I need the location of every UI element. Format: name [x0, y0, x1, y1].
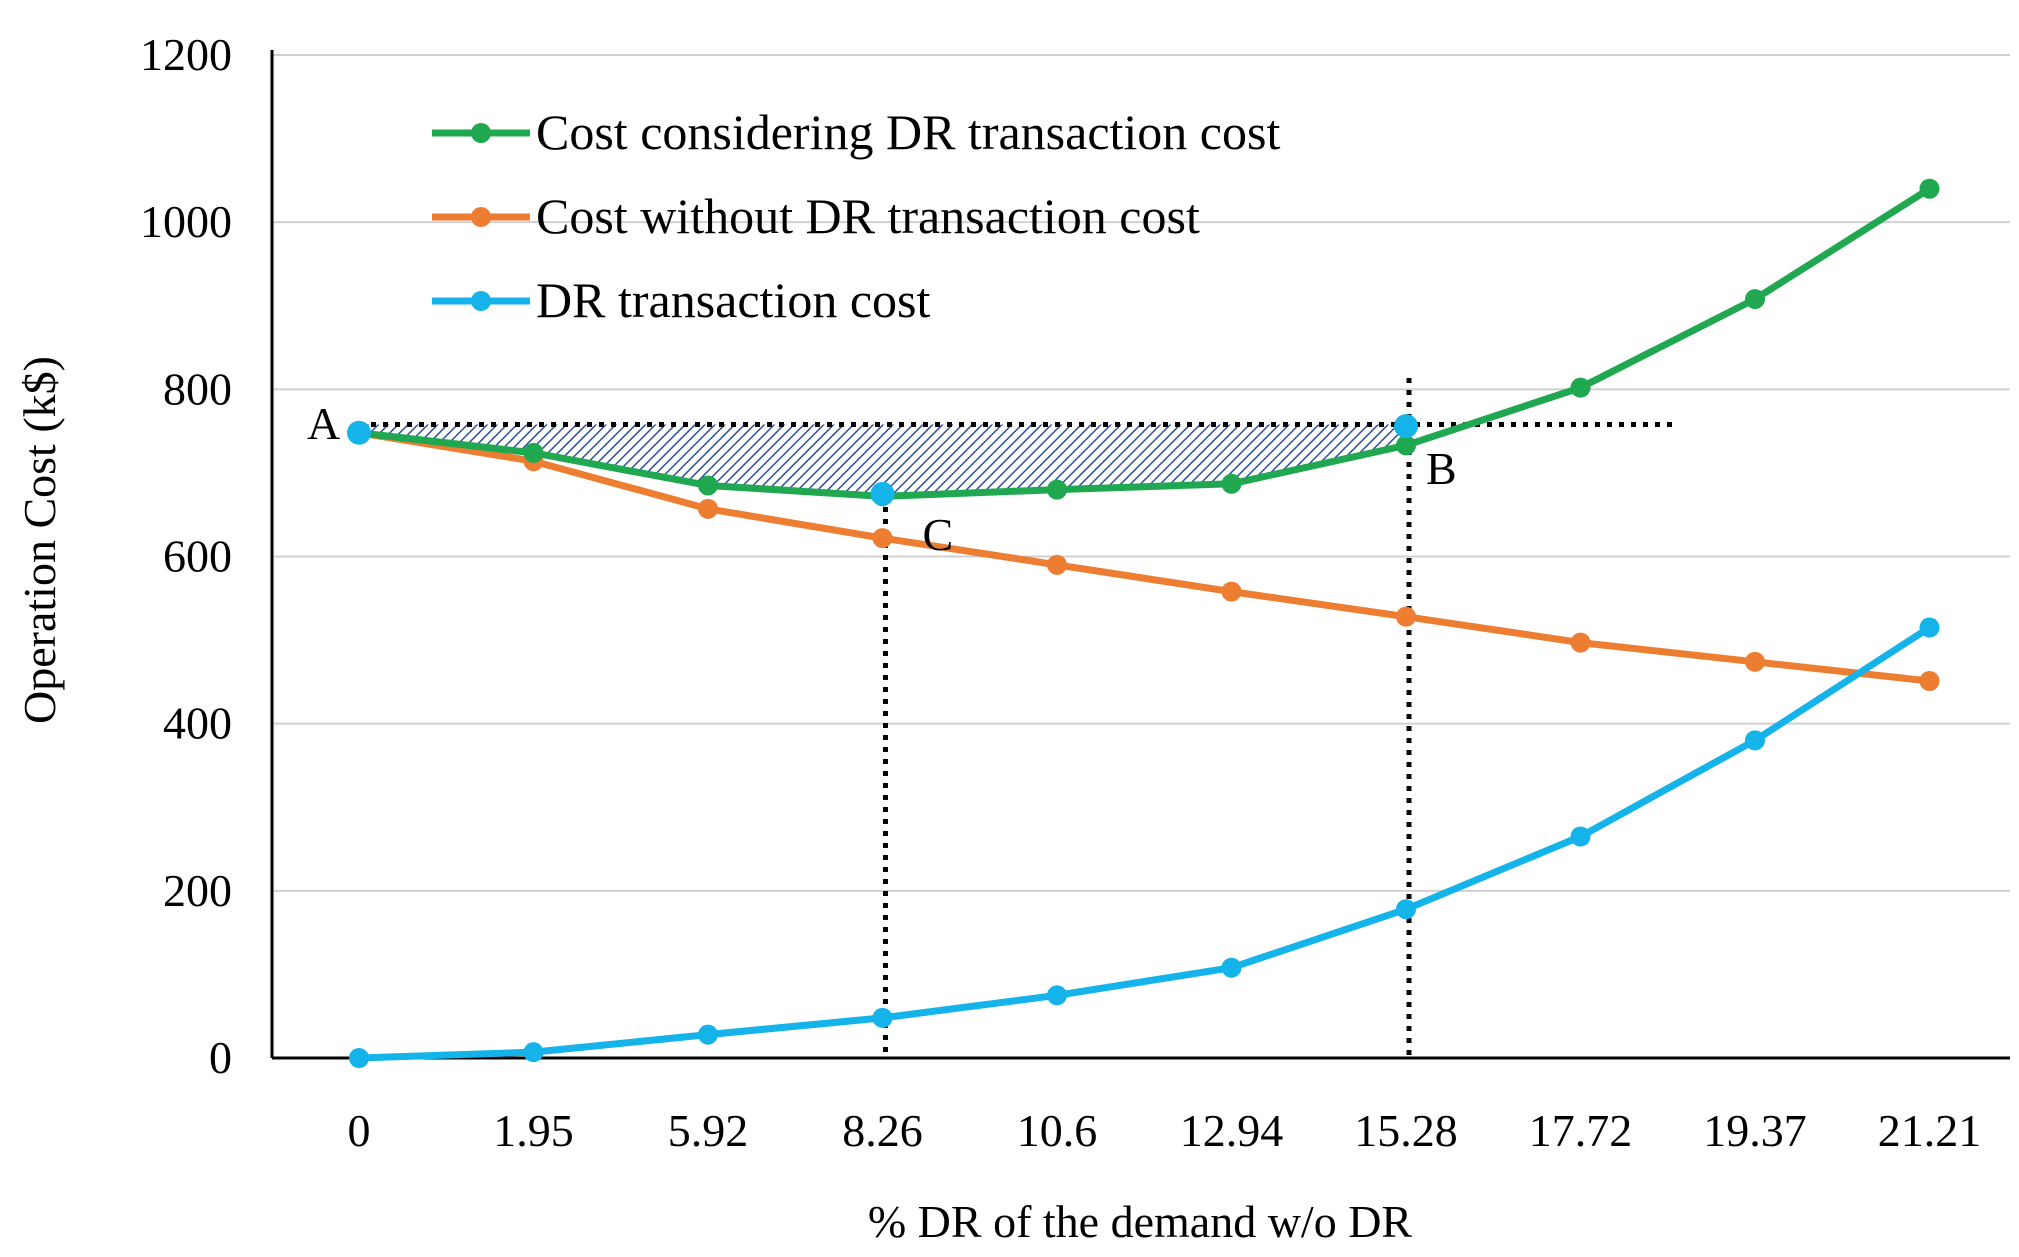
annotation-point-a: [347, 420, 371, 445]
series-line-cost-considering-dr-transaction-cost: [358, 185, 1932, 500]
data-point-cost-without-dr-transaction-cost: [872, 528, 893, 549]
annotation-point-b: [1394, 414, 1418, 439]
x-tick-label: 1.95: [493, 1105, 574, 1156]
series-line-cost-without-dr-transaction-cost: [358, 429, 1930, 685]
reference-lines: [359, 378, 1678, 1058]
data-point-cost-considering-dr-transaction-cost: [1221, 473, 1242, 494]
y-tick-label: 1000: [140, 196, 232, 247]
series-line-dr-transaction-cost: [358, 624, 1932, 1062]
data-point-cost-without-dr-transaction-cost: [1919, 671, 1940, 692]
legend-swatch-marker: [471, 291, 491, 311]
series-group: [349, 178, 1940, 1068]
legend-swatch-marker: [471, 123, 491, 143]
data-point-dr-transaction-cost: [523, 1042, 544, 1063]
x-axis-label: % DR of the demand w/o DR: [868, 1196, 1413, 1247]
y-axis-label: Operation Cost (k$): [14, 356, 65, 724]
data-point-dr-transaction-cost: [349, 1048, 369, 1068]
shaded-savings-region: [359, 424, 1424, 497]
x-tick-label: 17.72: [1529, 1105, 1633, 1156]
annotations: A B C: [307, 398, 1457, 560]
data-point-cost-considering-dr-transaction-cost: [1745, 289, 1765, 310]
legend-swatch-marker: [471, 207, 491, 227]
legend-label: Cost considering DR transaction cost: [536, 104, 1280, 160]
data-point-cost-without-dr-transaction-cost: [1221, 581, 1242, 602]
data-point-dr-transaction-cost: [1745, 730, 1765, 751]
data-point-cost-without-dr-transaction-cost: [1745, 651, 1765, 672]
data-point-dr-transaction-cost: [1919, 617, 1940, 638]
data-point-cost-considering-dr-transaction-cost: [1396, 435, 1416, 456]
annotation-point-c: [870, 481, 895, 506]
legend-label: DR transaction cost: [536, 272, 930, 328]
data-point-cost-considering-dr-transaction-cost: [1570, 377, 1591, 398]
legend: Cost considering DR transaction cost Cost…: [432, 104, 1280, 328]
gridlines: [272, 54, 2010, 892]
data-point-cost-considering-dr-transaction-cost: [1047, 479, 1067, 500]
annotation-label-b: B: [1426, 443, 1457, 494]
x-tick-label: 21.21: [1878, 1105, 1982, 1156]
data-point-dr-transaction-cost: [698, 1024, 718, 1045]
x-tick-label: 0: [348, 1105, 371, 1156]
hatched-region: [359, 424, 1424, 497]
data-point-dr-transaction-cost: [1047, 985, 1067, 1006]
y-tick-label: 600: [163, 531, 232, 582]
y-tick-label: 200: [163, 865, 232, 916]
data-point-dr-transaction-cost: [1396, 899, 1416, 920]
annotation-label-a: A: [307, 398, 340, 449]
data-point-cost-without-dr-transaction-cost: [1396, 606, 1416, 627]
x-tick-label: 8.26: [842, 1105, 923, 1156]
data-point-cost-considering-dr-transaction-cost: [523, 442, 544, 463]
data-point-dr-transaction-cost: [1221, 957, 1242, 978]
y-tick-label: 800: [163, 363, 232, 414]
data-point-dr-transaction-cost: [872, 1007, 893, 1028]
data-point-cost-without-dr-transaction-cost: [1047, 554, 1067, 575]
y-tick-label: 1200: [140, 29, 232, 80]
x-tick-label: 5.92: [668, 1105, 749, 1156]
y-tick-label: 0: [209, 1032, 232, 1083]
data-point-cost-without-dr-transaction-cost: [1570, 632, 1591, 653]
x-tick-label: 10.6: [1017, 1105, 1098, 1156]
axes: 0 200 400 600 800 1000 1200 0 1.95 5.92 8.26 10.6 12…: [140, 29, 2010, 1156]
x-tick-label: 12.94: [1180, 1105, 1284, 1156]
legend-label: Cost without DR transaction cost: [536, 188, 1200, 244]
data-point-dr-transaction-cost: [1570, 826, 1591, 847]
annotation-label-c: C: [923, 509, 954, 560]
x-tick-label: 19.37: [1703, 1105, 1807, 1156]
y-tick-label: 400: [163, 698, 232, 749]
x-tick-label: 15.28: [1354, 1105, 1458, 1156]
data-point-cost-considering-dr-transaction-cost: [1919, 178, 1940, 199]
data-point-cost-without-dr-transaction-cost: [698, 498, 718, 519]
data-point-cost-considering-dr-transaction-cost: [698, 475, 718, 496]
